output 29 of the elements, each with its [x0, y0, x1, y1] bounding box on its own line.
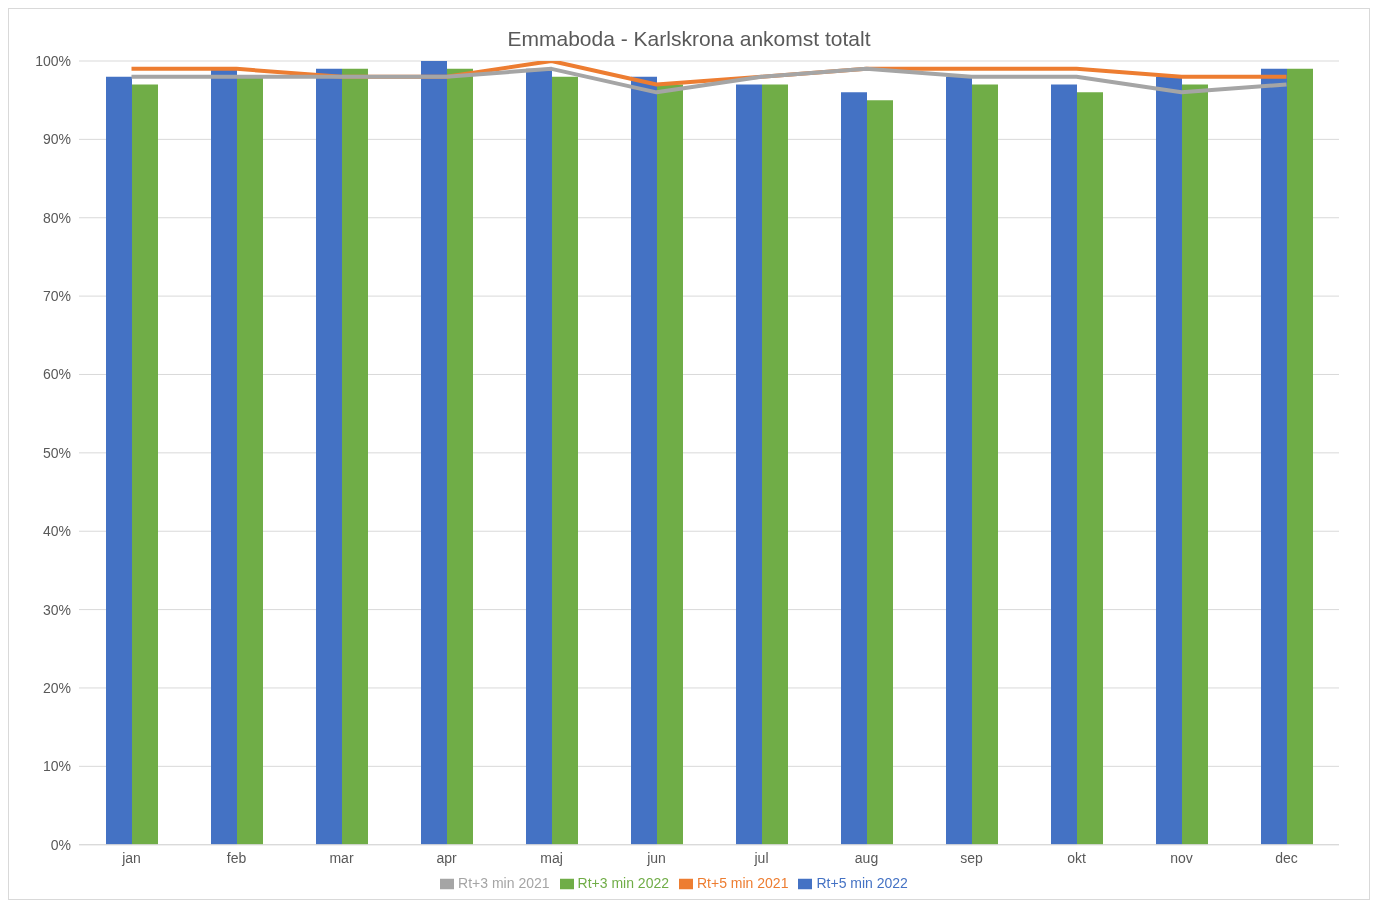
y-tick-label: 60%: [42, 366, 71, 383]
x-tick-label: jun: [646, 849, 666, 866]
x-tick-label: maj: [540, 849, 563, 866]
x-tick-label: dec: [1275, 849, 1298, 866]
chart-title: Emmaboda - Karlskrona ankomst totalt: [506, 27, 872, 51]
y-tick-label: 100%: [35, 52, 71, 69]
x-tick-label: jan: [121, 849, 141, 866]
x-tick-label: okt: [1067, 849, 1086, 866]
y-tick-label: 50%: [42, 444, 71, 461]
x-tick-label: apr: [436, 849, 457, 866]
y-tick-label: 40%: [42, 523, 71, 540]
y-tick-label: 10%: [42, 758, 71, 775]
y-tick-label: 70%: [42, 288, 71, 305]
y-tick-label: 90%: [42, 131, 71, 148]
y-tick-label: 80%: [42, 209, 71, 226]
legend-label: Rt+3 min 2021: [458, 874, 550, 891]
line-series: [129, 66, 1289, 95]
y-tick-label: 20%: [42, 679, 71, 696]
y-tick-label: 0%: [50, 836, 71, 853]
x-tick-label: mar: [329, 849, 354, 866]
x-tick-label: aug: [854, 849, 879, 866]
y-tick-label: 30%: [42, 601, 71, 618]
legend-label: Rt+5 min 2022: [816, 874, 908, 891]
x-tick-label: feb: [226, 849, 247, 866]
x-tick-label: nov: [1170, 849, 1193, 866]
x-tick-label: jul: [753, 849, 769, 866]
legend-label: Rt+5 min 2021: [697, 874, 789, 891]
legend-label: Rt+3 min 2022: [577, 874, 669, 891]
x-tick-label: sep: [960, 849, 983, 866]
